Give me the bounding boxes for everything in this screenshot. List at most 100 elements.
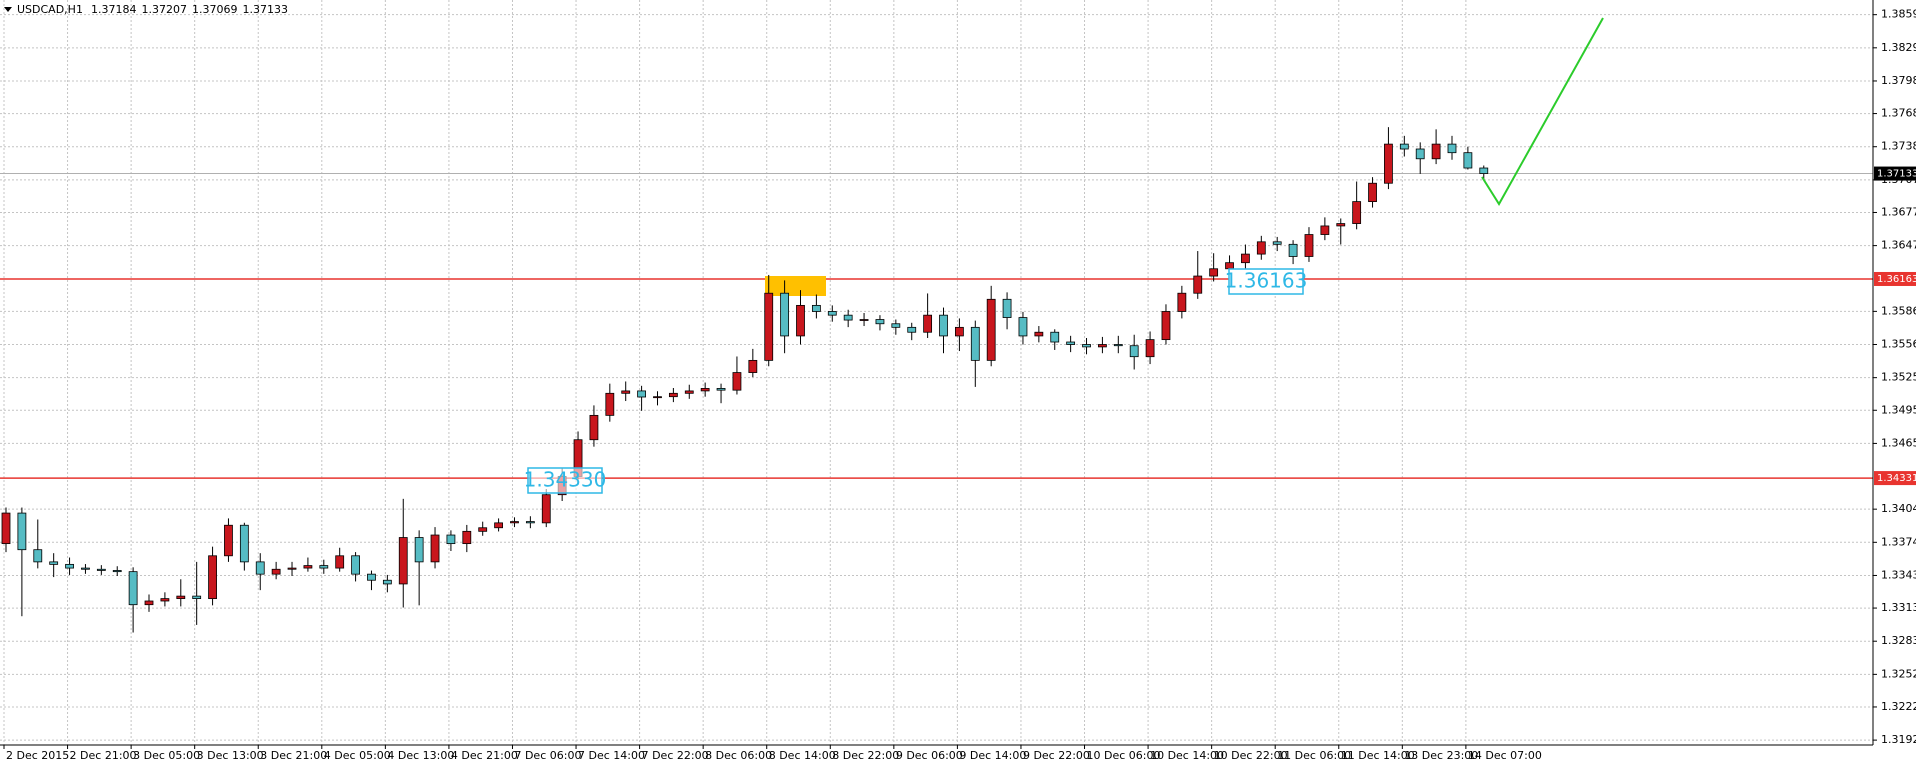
candle-body (732, 372, 742, 391)
candle-body (510, 521, 519, 524)
candle-body (224, 524, 233, 557)
candle-body (303, 565, 313, 569)
candle-body (1384, 143, 1393, 184)
candle-body (1463, 152, 1473, 169)
candle-body (239, 524, 249, 563)
close: 1.37133 (242, 3, 288, 16)
candle-body (875, 319, 885, 325)
y-tick-label: 1.33435 (1881, 568, 1916, 581)
candle-body (65, 563, 74, 569)
y-tick-label: 1.37685 (1881, 107, 1916, 120)
x-tick-label: 14 Dec 07:00 (1468, 749, 1542, 762)
candle-body (1320, 225, 1330, 235)
candle-body (1209, 268, 1219, 277)
candle-body (1193, 275, 1203, 294)
candle-body (430, 534, 440, 563)
candle-body (33, 549, 43, 563)
x-tick-label: 9 Dec 22:00 (1023, 749, 1090, 762)
y-tick-label: 1.32830 (1881, 634, 1916, 647)
candle-body (621, 390, 631, 394)
x-tick-label: 10 Dec 14:00 (1150, 749, 1224, 762)
candle-body (811, 304, 821, 312)
candle-body (1336, 223, 1346, 227)
candle-body (589, 414, 599, 441)
candle-body (176, 595, 186, 600)
candle-body (17, 512, 27, 551)
candle-body (1241, 253, 1250, 264)
x-tick-label: 2 Dec 21:00 (70, 749, 137, 762)
header-text: USDCAD,H1 1.37184 1.37207 1.37069 1.37133 (17, 3, 288, 16)
annotation-box (527, 467, 603, 494)
candle-body (525, 521, 535, 524)
x-tick-label: 10 Dec 22:00 (1214, 749, 1288, 762)
x-tick-label: 3 Dec 21:00 (260, 749, 327, 762)
y-tick-label: 1.32525 (1881, 667, 1916, 680)
annotation: 1.36163 (1225, 269, 1308, 293)
candle-body (891, 323, 901, 328)
x-tick-label: 8 Dec 14:00 (769, 749, 836, 762)
x-tick-label: 7 Dec 14:00 (578, 749, 645, 762)
candle-body (1447, 143, 1457, 154)
candle-body (986, 298, 996, 361)
candle-body (494, 522, 503, 529)
candle-body (907, 326, 917, 333)
zone-box (765, 276, 826, 296)
candle-body (923, 314, 933, 333)
axis: 1.385951.382901.379851.376851.373801.370… (3, 8, 1916, 762)
candle-body (955, 326, 964, 337)
candle-body (843, 314, 853, 321)
x-tick-label: 10 Dec 06:00 (1087, 749, 1161, 762)
y-tick-label: 1.38290 (1881, 41, 1916, 54)
candle-body (1415, 148, 1425, 160)
candle-body (144, 600, 154, 606)
low: 1.37069 (192, 3, 238, 16)
x-tick-label: 4 Dec 13:00 (387, 749, 454, 762)
candle-body (1272, 241, 1282, 245)
y-tick-label: 1.36470 (1881, 239, 1916, 252)
candle-body (716, 388, 726, 391)
y-tick-label: 1.34045 (1881, 502, 1916, 515)
candle-body (128, 571, 138, 606)
candle-body (684, 390, 694, 394)
candle-body (1368, 182, 1377, 203)
candle-body (81, 567, 90, 570)
x-tick-label: 11 Dec 14:00 (1341, 749, 1415, 762)
candle-body (255, 561, 265, 575)
candle-body (653, 396, 662, 399)
x-tick-label: 9 Dec 14:00 (959, 749, 1026, 762)
candle-body (668, 392, 678, 398)
x-tick-label: 8 Dec 06:00 (705, 749, 772, 762)
candle-body (1161, 311, 1171, 341)
candle-body (1082, 344, 1091, 348)
candle-body (335, 555, 345, 569)
candle-body (1288, 243, 1298, 257)
candle-body (478, 527, 488, 532)
candle-body (1018, 317, 1028, 337)
x-tick-label: 3 Dec 13:00 (197, 749, 264, 762)
levels (0, 173, 1873, 479)
candle-body (637, 390, 646, 398)
x-tick-label: 7 Dec 22:00 (642, 749, 709, 762)
grid (0, 0, 1873, 745)
candle-body (939, 314, 948, 337)
level-label: 1.36163 (1877, 274, 1916, 285)
candle-body (1002, 298, 1012, 318)
candle-body (1145, 339, 1155, 358)
candle-body (780, 292, 790, 337)
candles (1, 127, 1489, 633)
candle-body (446, 534, 456, 545)
candle-body (827, 311, 837, 316)
candle-body (1098, 344, 1107, 348)
annotation: 1.34330 (524, 468, 607, 492)
candle-body (112, 570, 122, 573)
y-tick-label: 1.35865 (1881, 304, 1916, 317)
x-tick-label: 9 Dec 06:00 (896, 749, 963, 762)
header: USDCAD,H1 1.37184 1.37207 1.37069 1.37133 (4, 3, 288, 16)
current-price-bg (1874, 166, 1916, 181)
y-tick-label: 1.35560 (1881, 338, 1916, 351)
candle-body (796, 304, 805, 337)
candle-body (271, 568, 281, 575)
level-label-bg (1874, 471, 1916, 486)
annotation-box (1228, 268, 1304, 295)
